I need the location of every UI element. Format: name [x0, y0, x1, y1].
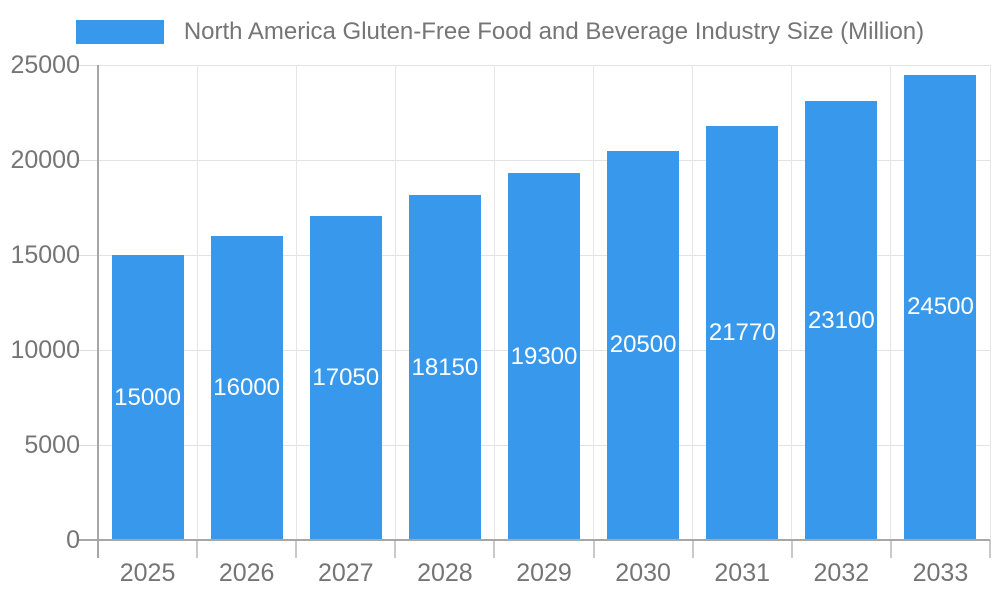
bar-2030[interactable]: 20500	[607, 150, 680, 540]
bar-2026[interactable]: 16000	[210, 236, 283, 540]
bar-value-label: 16000	[213, 374, 281, 401]
x-axis-tick	[295, 540, 298, 558]
bar-value-label: 20500	[609, 331, 677, 359]
bar-2029[interactable]: 19300	[508, 173, 580, 540]
v-gridline	[394, 65, 396, 540]
h-gridline	[98, 64, 990, 66]
y-tick-label: 5000	[24, 431, 80, 459]
x-tick-label: 2031	[714, 559, 771, 587]
plot-area: 15000 16000 17050 18150 19300 20500 21770 23100…	[78, 64, 991, 558]
bar-value-label: 24500	[907, 293, 974, 321]
bar-2027[interactable]: 17050	[309, 216, 382, 540]
h-gridline	[98, 159, 990, 161]
x-axis-tick	[394, 540, 397, 558]
y-axis-tick	[78, 444, 98, 446]
bar-value-label: 23100	[807, 306, 875, 334]
y-tick-label: 10000	[10, 336, 80, 364]
x-axis-tick	[493, 540, 496, 558]
y-axis-tick	[78, 349, 98, 351]
legend-label: North America Gluten-Free Food and Bever…	[183, 18, 925, 45]
bar-value-label: 19300	[510, 342, 578, 370]
v-gridline	[593, 65, 595, 540]
x-axis-tick	[691, 540, 694, 558]
x-axis-line	[78, 539, 990, 541]
x-tick-label: 2030	[615, 559, 671, 587]
y-axis-tick	[78, 159, 98, 161]
y-axis-tick	[78, 64, 98, 66]
bar-2033[interactable]: 24500	[904, 74, 977, 540]
y-tick-label: 20000	[10, 146, 80, 174]
y-tick-label: 0	[66, 526, 80, 554]
x-axis-tick	[196, 540, 199, 558]
v-gridline	[196, 65, 198, 540]
x-tick-label: 2025	[119, 559, 176, 587]
bar-2025[interactable]: 15000	[111, 255, 184, 540]
y-tick-label: 25000	[10, 51, 80, 79]
bar-value-label: 15000	[114, 383, 181, 411]
y-axis-tick	[78, 254, 98, 256]
x-tick-label: 2028	[417, 559, 473, 587]
v-gridline	[295, 65, 297, 540]
x-axis-tick	[989, 540, 991, 558]
v-gridline	[791, 65, 793, 540]
v-gridline	[890, 65, 892, 540]
v-gridline	[989, 65, 991, 540]
x-tick-label: 2032	[813, 559, 870, 587]
x-axis-tick	[889, 540, 892, 558]
x-tick-label: 2029	[516, 559, 572, 587]
bar-2028[interactable]: 18150	[408, 195, 481, 540]
legend-swatch	[75, 20, 164, 44]
bar-value-label: 17050	[312, 364, 380, 392]
y-axis-line	[97, 65, 99, 558]
v-gridline	[493, 65, 495, 540]
bar-2032[interactable]: 23100	[805, 101, 878, 540]
x-axis-tick	[790, 540, 793, 558]
x-tick-label: 2027	[317, 559, 374, 587]
bar-value-label: 18150	[411, 353, 479, 381]
y-tick-label: 15000	[10, 241, 80, 269]
bar-value-label: 21770	[708, 319, 776, 347]
x-tick-label: 2033	[912, 559, 969, 587]
x-axis-tick	[592, 540, 595, 558]
bar-2031[interactable]: 21770	[706, 126, 779, 540]
x-tick-label: 2026	[218, 559, 275, 587]
v-gridline	[692, 65, 694, 540]
legend-item[interactable]: North America Gluten-Free Food and Bever…	[0, 18, 1000, 46]
